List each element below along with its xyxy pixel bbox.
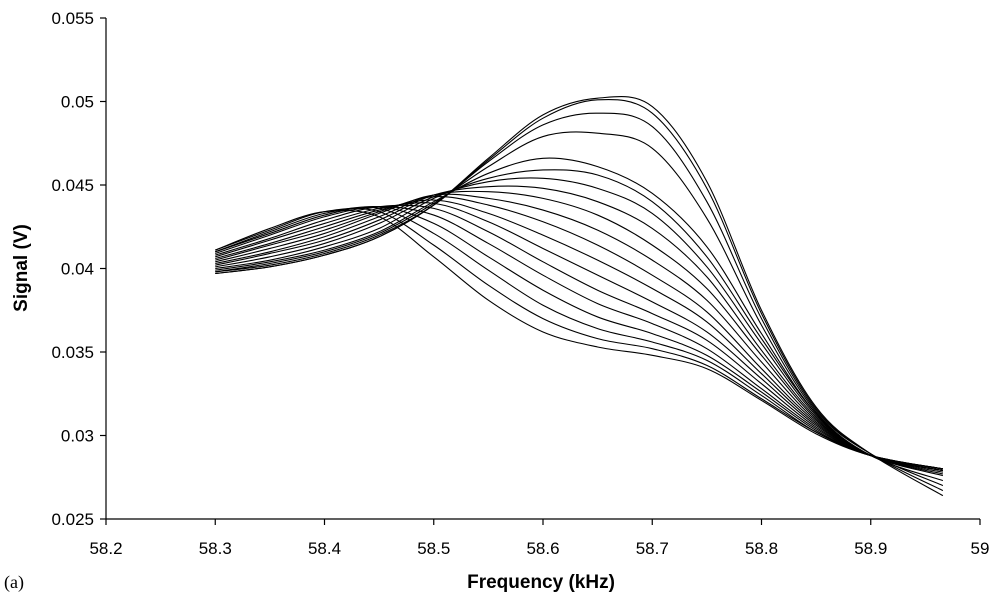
series-line-9 (215, 190, 943, 472)
series-line-6 (215, 169, 943, 475)
series-line-12 (215, 199, 943, 470)
y-axis-title: Signal (V) (11, 224, 32, 312)
x-tick-label: 58.5 (417, 539, 450, 558)
x-tick-label: 58.7 (636, 539, 669, 558)
series-line-18 (215, 207, 943, 470)
labels-layer: 0.025 0.03 0.035 0.04 0.045 0.05 0.055 58.2 58.3… (51, 9, 989, 558)
x-tick-label: 58.9 (854, 539, 887, 558)
y-tick-label: 0.055 (51, 9, 94, 28)
y-tick-label: 0.045 (51, 176, 94, 195)
y-tick-label: 0.025 (51, 510, 94, 529)
x-tick-label: 58.6 (526, 539, 559, 558)
series-line-8 (215, 185, 943, 472)
series-layer (215, 95, 944, 497)
series-line-4 (215, 131, 944, 482)
x-tick-label: 58.4 (308, 539, 341, 558)
series-line-11 (215, 196, 943, 472)
series-line-15 (215, 206, 943, 470)
x-tick-label: 58.8 (745, 539, 778, 558)
x-tick-label: 58.2 (89, 539, 122, 558)
series-line-19 (215, 209, 943, 470)
x-tick-label: 59 (971, 539, 990, 558)
series-line-14 (215, 204, 943, 470)
series-line-16 (215, 205, 943, 470)
y-tick-label: 0.035 (51, 343, 94, 362)
axes-layer (100, 17, 981, 525)
series-line-7 (215, 177, 943, 473)
y-tick-label: 0.04 (61, 260, 94, 279)
series-line-10 (215, 193, 943, 472)
series-line-3 (215, 112, 944, 487)
y-tick-label: 0.03 (61, 427, 94, 446)
y-tick-label: 0.05 (61, 93, 94, 112)
x-axis-title: Frequency (kHz) (467, 572, 615, 593)
panel-label: (a) (4, 572, 24, 593)
x-tick-label: 58.3 (199, 539, 232, 558)
series-line-2 (215, 98, 944, 492)
series-line-13 (215, 202, 943, 470)
